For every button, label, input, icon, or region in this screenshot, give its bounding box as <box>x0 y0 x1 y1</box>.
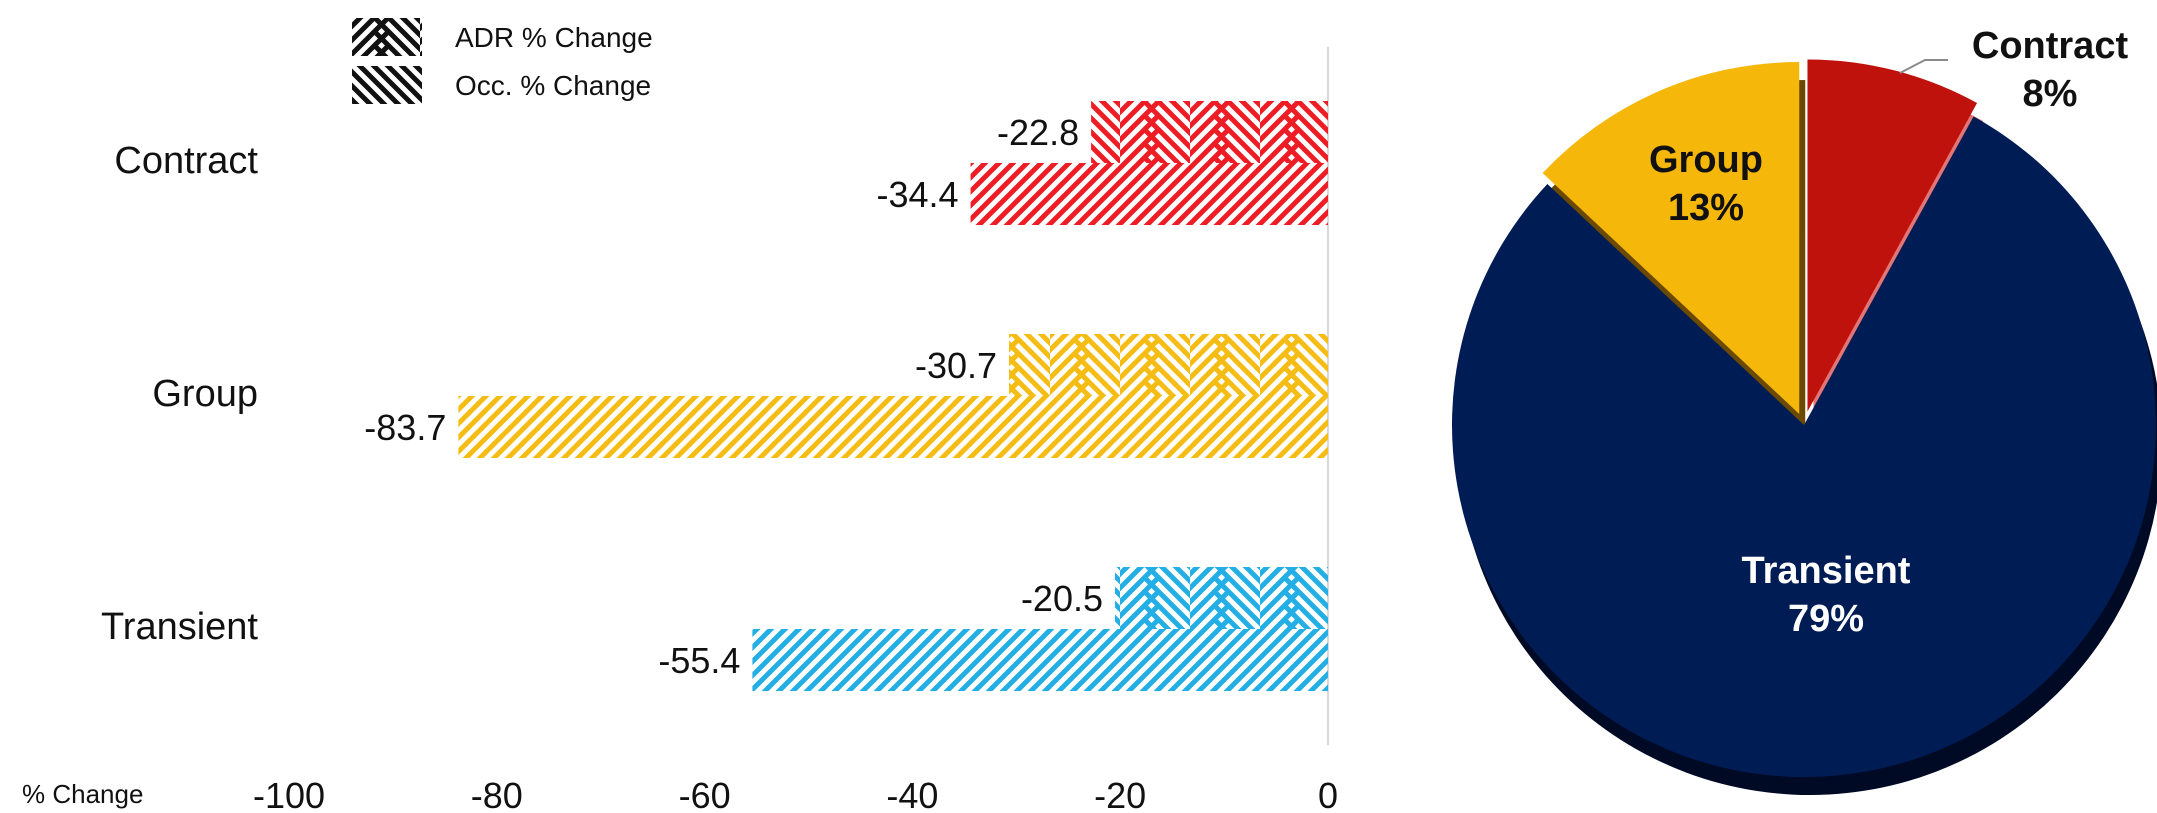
pie-slice-group <box>1542 61 1800 414</box>
legend-label: ADR % Change <box>455 22 653 53</box>
pie-label-percent: 13% <box>1668 187 1744 229</box>
adr-bar-group <box>1009 334 1328 396</box>
x-axis-label: % Change <box>22 779 143 809</box>
occ-bar-transient <box>752 629 1328 691</box>
leader-line <box>1899 59 1948 74</box>
bar-data-label: -20.5 <box>1021 578 1103 619</box>
x-tick-label: -40 <box>886 775 938 813</box>
bar-data-label: -55.4 <box>658 640 740 681</box>
pie-chart: Transient 79% Group 13% Contract 8% <box>1452 25 2157 795</box>
bar-chart: Contract -22.8 -34.4 Group -30.7 -83.7 Transie… <box>22 18 1338 813</box>
pie-label-group: Group 13% <box>1649 139 1763 229</box>
x-tick-label: 0 <box>1318 775 1338 813</box>
adr-bar-contract <box>1091 101 1328 163</box>
category-label: Group <box>152 373 258 415</box>
x-tick-label: -20 <box>1094 775 1146 813</box>
category-label: Transient <box>101 606 258 648</box>
x-tick-label: -60 <box>679 775 731 813</box>
pie-label-contract: Contract 8% <box>1972 25 2129 115</box>
bar-data-label: -30.7 <box>915 345 997 386</box>
pie-label-name: Contract <box>1972 25 2129 67</box>
occ-bar-group <box>458 396 1328 458</box>
legend-swatch-occ <box>352 66 422 104</box>
pie-label-name: Group <box>1649 139 1763 181</box>
pie-slice-contract <box>1807 59 1978 412</box>
category-label: Contract <box>114 140 258 182</box>
bar-data-label: -34.4 <box>877 174 959 215</box>
x-tick-label: -80 <box>471 775 523 813</box>
pie-label-percent: 79% <box>1788 598 1864 640</box>
pie-label-name: Transient <box>1742 550 1911 592</box>
adr-bar-transient <box>1115 567 1328 629</box>
pie-slice-transient <box>1452 116 2156 778</box>
x-tick-label: -100 <box>253 775 325 813</box>
legend-label: Occ. % Change <box>455 70 651 101</box>
occ-bar-contract <box>970 163 1328 225</box>
bar-data-label: -22.8 <box>997 112 1079 153</box>
pie-label-percent: 8% <box>2023 73 2078 115</box>
pie-label-transient: Transient 79% <box>1742 550 1911 640</box>
bar-data-label: -83.7 <box>364 407 446 448</box>
legend-swatch-adr <box>352 18 422 56</box>
legend: ADR % Change Occ. % Change <box>352 18 653 104</box>
